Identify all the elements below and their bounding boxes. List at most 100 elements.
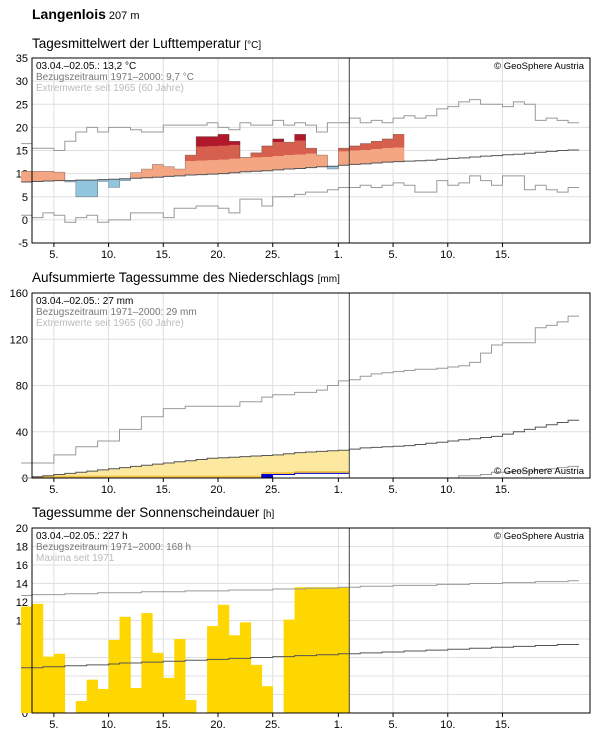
precipitation-deficit-base (207, 475, 219, 478)
temperature-max-line (21, 99, 580, 151)
sunshine-bar (305, 587, 317, 713)
temperature-warm-bar (130, 172, 142, 179)
sunshine-bar (53, 653, 66, 713)
sunshine-plot-frame (31, 527, 591, 714)
temperature-warm-bar (163, 166, 175, 177)
sunshine-max-line (21, 580, 580, 596)
temperature-warm-bar (174, 169, 186, 176)
temperature-warm-bar (207, 136, 219, 147)
sunshine-legend-current: 03.04.–02.05.: 227 h (36, 531, 128, 542)
sunshine-ytick-label: 16 (16, 560, 28, 572)
precipitation-deficit-bar (239, 456, 252, 478)
temperature-cold-bar (119, 178, 131, 181)
precipitation-deficit-base (97, 475, 109, 478)
precipitation-deficit-bar (272, 454, 284, 475)
temperature-warm-bar (393, 147, 405, 162)
temperature-warm-bar (228, 144, 241, 159)
sunshine-bar (261, 686, 274, 713)
sunshine-bar (119, 616, 131, 713)
sunshine-bar (163, 677, 175, 713)
temperature-warm-bar (382, 148, 394, 163)
precipitation-deficit-bar (294, 452, 306, 474)
precipitation-deficit-base (163, 475, 175, 478)
precipitation-deficit-bar (141, 465, 153, 478)
sunshine-bar (130, 688, 142, 713)
sunshine-bar (75, 700, 88, 713)
precipitation-deficit-base (316, 471, 328, 474)
sunshine-unit: [h] (263, 509, 275, 520)
sunshine-bar (185, 700, 197, 713)
temperature-cold-bar (75, 180, 88, 197)
temperature-warm-bar (382, 138, 394, 149)
precipitation-deficit-base (141, 475, 153, 478)
precipitation-xtick-label: 1. (334, 484, 343, 496)
precipitation-deficit-base (327, 471, 339, 474)
precipitation-deficit-bar (108, 468, 120, 478)
temperature-min-line (21, 175, 580, 223)
sunshine-bar (316, 587, 328, 713)
precipitation-deficit-base (42, 475, 55, 478)
temperature-warm-bar (283, 155, 295, 169)
sunshine-xtick-label: 5. (388, 719, 397, 729)
precipitation-deficit-bar (174, 461, 186, 478)
precipitation-deficit-base (64, 475, 77, 478)
precipitation-deficit-bar (228, 457, 241, 478)
precipitation-deficit-base (305, 471, 317, 474)
precipitation-ytick-label: 160 (10, 288, 28, 300)
temperature-warm-bar (141, 169, 153, 178)
temperature-warm-bar (21, 171, 33, 182)
precipitation-deficit-bar (130, 466, 142, 478)
sunshine-bar (97, 688, 109, 713)
precipitation-deficit-bar (327, 450, 339, 474)
temperature-ytick-label: 30 (16, 76, 28, 88)
precipitation-reference-line (21, 419, 580, 479)
precipitation-deficit-bar (261, 455, 274, 475)
sunshine-legend-reference: Bezugszeitraum 1971–2000: 168 h (36, 542, 191, 553)
temperature-ytick-label: 5 (22, 192, 28, 204)
precipitation-ytick-label: 80 (16, 381, 28, 393)
sunshine-title-text: Tagessumme der Sonnenscheindauer (32, 505, 260, 520)
sunshine-bar (152, 652, 164, 713)
precipitation-deficit-base (250, 475, 263, 478)
temperature-warm-bar (272, 142, 284, 157)
precipitation-legend-extremes: Extremwerte seit 1965 (60 Jahre) (36, 318, 184, 329)
sunshine-chart: 024681012141618205.10.15.20.25.1.5.10.15… (16, 523, 591, 729)
precipitation-event-bar (261, 474, 274, 478)
temperature-copyright: © GeoSphere Austria (494, 61, 585, 72)
sunshine-bar (239, 622, 252, 713)
precipitation-deficit-base (272, 472, 284, 475)
precipitation-xtick-label: 5. (49, 484, 58, 496)
temperature-ytick-label: 20 (16, 122, 28, 134)
temperature-warm-bar (294, 154, 306, 169)
precipitation-deficit-bar (75, 472, 88, 478)
temperature-warm-bar (294, 134, 306, 141)
sunshine-xtick-label: 20. (210, 719, 225, 729)
temperature-warm-bar (294, 140, 306, 155)
temperature-xtick-label: 15. (156, 249, 171, 261)
temperature-warm-bar (53, 172, 66, 181)
temperature-warm-bar (305, 148, 317, 154)
sunshine-bar (207, 626, 219, 713)
temperature-warm-bar (305, 153, 317, 168)
sunshine-copyright: © GeoSphere Austria (494, 531, 585, 542)
temperature-warm-bar (360, 143, 372, 151)
sunshine-bar (32, 603, 44, 713)
precipitation-deficit-bar (283, 453, 295, 475)
sunshine-ytick-label: 18 (16, 542, 28, 554)
precipitation-deficit-base (119, 475, 131, 478)
precipitation-deficit-bar (152, 464, 164, 478)
temperature-xtick-label: 1. (334, 249, 343, 261)
sunshine-legend-extremes: Maxima seit 1971 (36, 553, 115, 564)
precipitation-deficit-base (283, 472, 295, 475)
temperature-legend-current: 03.04.–02.05.: 13,2 °C (36, 61, 136, 72)
temperature-warm-bar (196, 136, 208, 147)
temperature-unit: [°C] (244, 40, 262, 51)
sunshine-ytick-label: 12 (16, 597, 28, 609)
precipitation-legend-current: 03.04.–02.05.: 27 mm (36, 296, 133, 307)
temperature-warm-bar (272, 156, 284, 170)
temperature-xtick-label: 5. (49, 249, 58, 261)
precipitation-deficit-bar (185, 460, 197, 478)
precipitation-deficit-bar (250, 456, 263, 478)
sunshine-chart-title: Tagessumme der Sonnenscheindauer [h] (32, 505, 274, 520)
temperature-warm-bar (261, 156, 274, 171)
